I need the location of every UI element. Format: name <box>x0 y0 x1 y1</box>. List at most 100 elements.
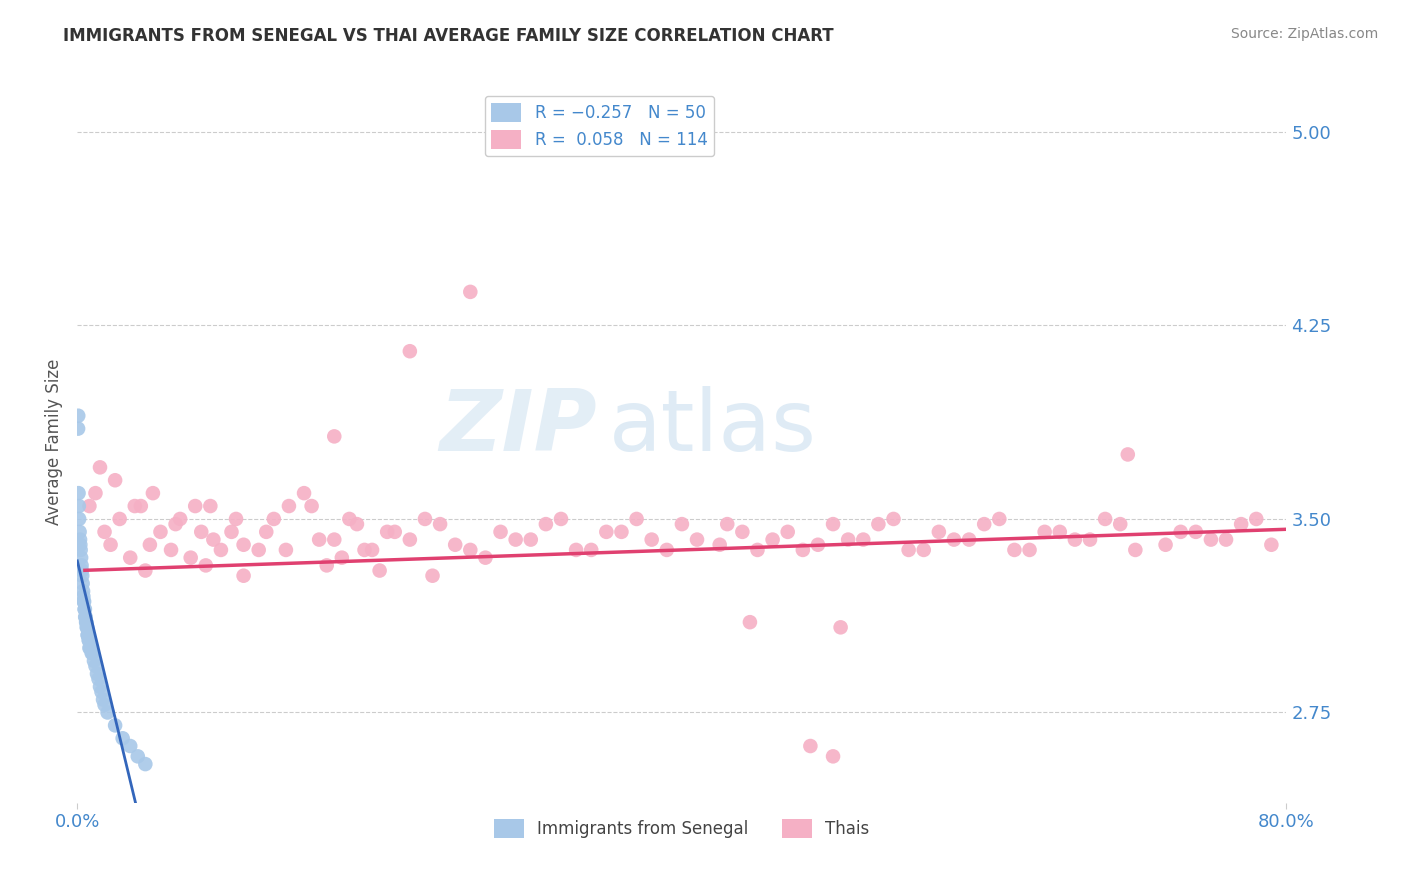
Point <box>149 524 172 539</box>
Point <box>69 542 91 557</box>
Point <box>87 672 110 686</box>
Point <box>709 538 731 552</box>
Point <box>221 524 243 539</box>
Point <box>1260 538 1282 552</box>
Point <box>104 473 127 487</box>
Point <box>72 590 94 604</box>
Point <box>75 610 97 624</box>
Point <box>84 659 107 673</box>
Point <box>1154 538 1177 552</box>
Point <box>184 499 207 513</box>
Point <box>821 749 844 764</box>
Point <box>79 640 101 655</box>
Point <box>93 524 115 539</box>
Point <box>134 564 156 578</box>
Text: atlas: atlas <box>609 385 817 468</box>
Point <box>399 533 422 547</box>
Text: Source: ZipAtlas.com: Source: ZipAtlas.com <box>1230 27 1378 41</box>
Point <box>67 409 90 423</box>
Point <box>139 538 162 552</box>
Point <box>202 533 225 547</box>
Point <box>807 538 830 552</box>
Point <box>458 285 481 299</box>
Point <box>626 512 648 526</box>
Point <box>278 499 301 513</box>
Point <box>1116 447 1139 461</box>
Point <box>89 460 111 475</box>
Point <box>86 666 108 681</box>
Point <box>247 542 270 557</box>
Point <box>474 550 496 565</box>
Point <box>346 517 368 532</box>
Point <box>489 524 512 539</box>
Point <box>120 739 142 753</box>
Point <box>1094 512 1116 526</box>
Point <box>70 558 93 573</box>
Point <box>988 512 1011 526</box>
Point <box>120 550 142 565</box>
Point <box>731 524 754 539</box>
Point <box>79 640 101 655</box>
Point <box>73 594 96 608</box>
Point <box>80 640 103 655</box>
Point <box>134 757 156 772</box>
Point <box>165 517 187 532</box>
Point <box>323 429 346 443</box>
Point <box>232 538 254 552</box>
Point <box>124 499 146 513</box>
Point <box>67 422 90 436</box>
Point <box>1246 512 1268 526</box>
Point <box>1125 542 1147 557</box>
Point <box>73 602 96 616</box>
Point <box>70 564 93 578</box>
Point <box>169 512 191 526</box>
Point <box>83 654 105 668</box>
Point <box>77 628 100 642</box>
Point <box>520 533 543 547</box>
Point <box>100 538 122 552</box>
Point <box>429 517 451 532</box>
Point <box>129 499 152 513</box>
Point <box>1004 542 1026 557</box>
Point <box>127 749 149 764</box>
Point <box>458 542 481 557</box>
Point <box>330 550 353 565</box>
Point <box>77 633 100 648</box>
Point <box>361 542 384 557</box>
Point <box>200 499 222 513</box>
Point <box>837 533 859 547</box>
Point <box>93 698 115 712</box>
Point <box>209 542 232 557</box>
Point <box>413 512 436 526</box>
Point <box>323 533 346 547</box>
Point <box>1185 524 1208 539</box>
Point <box>762 533 785 547</box>
Point <box>75 615 97 630</box>
Point <box>776 524 799 539</box>
Point <box>957 533 980 547</box>
Point <box>180 550 202 565</box>
Point <box>897 542 920 557</box>
Point <box>550 512 572 526</box>
Point <box>1049 524 1071 539</box>
Point <box>799 739 821 753</box>
Point <box>943 533 966 547</box>
Point <box>108 512 131 526</box>
Point <box>232 568 254 582</box>
Point <box>399 344 422 359</box>
Point <box>308 533 330 547</box>
Point <box>76 628 98 642</box>
Point <box>716 517 738 532</box>
Point <box>1018 542 1040 557</box>
Point <box>225 512 247 526</box>
Point <box>581 542 603 557</box>
Point <box>868 517 890 532</box>
Point <box>1033 524 1056 539</box>
Point <box>353 542 375 557</box>
Point <box>73 602 96 616</box>
Legend: Immigrants from Senegal, Thais: Immigrants from Senegal, Thais <box>488 813 876 845</box>
Point <box>73 594 96 608</box>
Point <box>69 533 91 547</box>
Point <box>655 542 678 557</box>
Point <box>375 524 398 539</box>
